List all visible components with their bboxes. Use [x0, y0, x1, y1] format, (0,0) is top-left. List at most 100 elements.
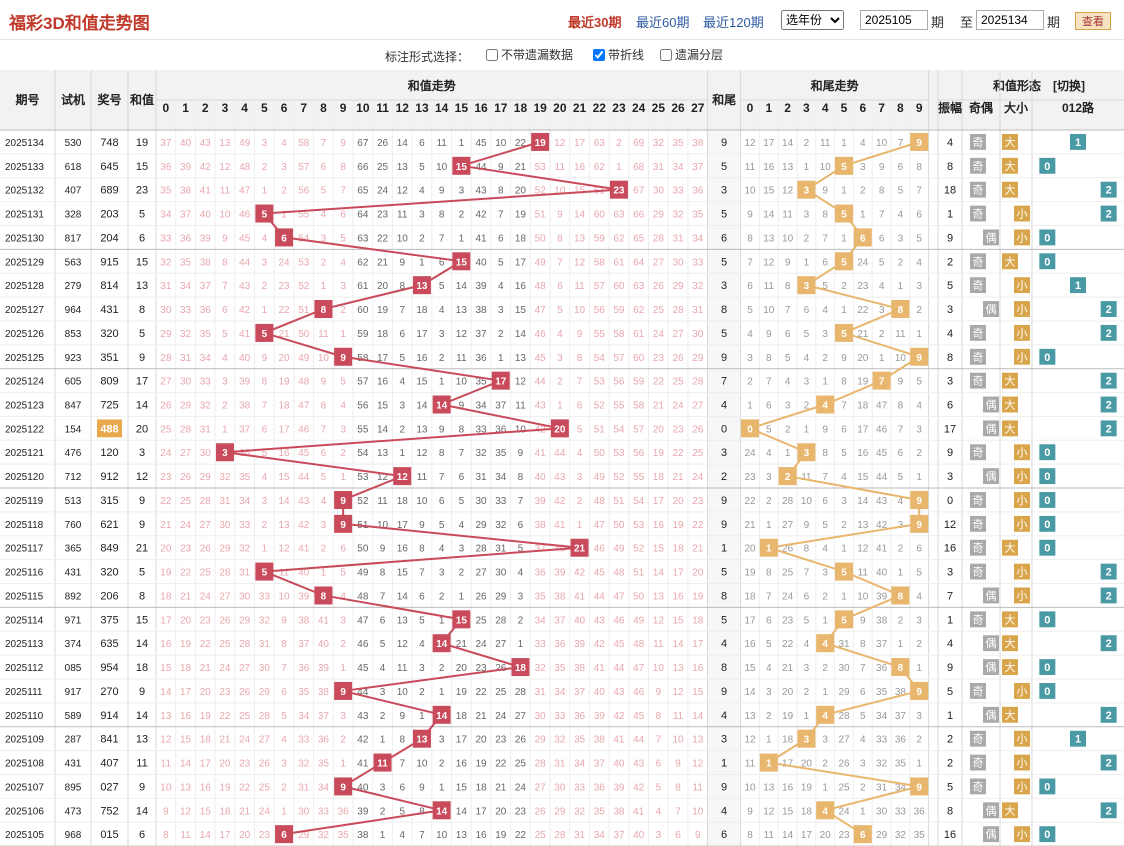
tail-miss: 1: [898, 639, 904, 650]
road-label: 0: [1044, 543, 1050, 555]
sum-miss: 11: [555, 162, 566, 173]
option-layer[interactable]: 遗漏分层: [660, 46, 723, 63]
sum-miss: 11: [673, 711, 684, 722]
sum-miss: 13: [574, 233, 586, 244]
sum-miss: 19: [672, 520, 684, 531]
sum-miss: 8: [340, 162, 346, 173]
tail-miss: 6: [916, 544, 922, 555]
sum-miss: 27: [515, 711, 527, 722]
sum-miss: 15: [416, 377, 428, 388]
road-mark: [1100, 301, 1117, 317]
row-tail: 8: [721, 304, 727, 316]
tail-miss: 10: [744, 186, 756, 197]
table-row: 2025129 563 915 15 532 35 38 8 44 3 24 53 2 4 62 21 9 1 6 4…: [5, 253, 1056, 270]
sum-miss: 38: [298, 615, 310, 626]
sum-miss: 33: [180, 305, 192, 316]
road-label: 2: [1106, 567, 1112, 579]
sum-miss: 2: [340, 305, 346, 316]
sum-miss: 54: [357, 448, 369, 459]
sum-point: [609, 180, 628, 199]
sum-miss: 6: [498, 233, 504, 244]
sum-miss: 15: [377, 401, 389, 412]
size-label: 大: [1005, 803, 1016, 817]
sum-col-label: 1: [182, 101, 189, 115]
sum-miss: 12: [672, 687, 684, 698]
sum-miss: 32: [259, 615, 271, 626]
sum-miss: 11: [318, 329, 329, 340]
range-30-link[interactable]: 最近30期: [568, 15, 622, 30]
sum-miss: 17: [377, 353, 389, 364]
row-sum: 8: [139, 304, 145, 316]
tail-col-bg: [707, 488, 741, 512]
sum-miss: 44: [613, 663, 625, 674]
sum-miss: 43: [475, 186, 487, 197]
tail-point: [910, 514, 929, 533]
sum-miss: 11: [397, 210, 408, 221]
tail-col-bg: [707, 440, 741, 465]
row-tail: 4: [721, 805, 727, 817]
road-label: 0: [1044, 495, 1050, 507]
sum-miss: 35: [574, 735, 586, 746]
sum-point: [432, 801, 451, 820]
sum-miss: 33: [318, 806, 330, 817]
sum-miss: 28: [475, 544, 487, 555]
tail-miss: 2: [804, 687, 810, 698]
tail-miss: 5: [766, 424, 772, 435]
tail-miss: 11: [820, 138, 831, 149]
road-mark: [1100, 181, 1117, 198]
row-trial: 923: [65, 353, 82, 364]
tail-miss: 20: [857, 353, 869, 364]
option-line-checkbox[interactable]: [593, 48, 605, 61]
row-trial: 431: [65, 759, 82, 770]
option-no-miss[interactable]: 不带遗漏数据: [486, 46, 573, 63]
sum-miss: 3: [518, 591, 524, 602]
tail-miss: 46: [876, 424, 888, 435]
sum-miss: 63: [594, 138, 606, 149]
size-label: 小: [1017, 327, 1028, 340]
year-select[interactable]: 选年份: [781, 10, 844, 30]
sum-miss: 8: [439, 448, 445, 459]
sum-miss: 58: [298, 138, 310, 149]
sum-miss: 2: [262, 162, 268, 173]
query-button[interactable]: 查看: [1075, 12, 1111, 30]
period-from-input[interactable]: [860, 10, 928, 30]
tail-miss: 1: [879, 353, 885, 364]
row-period: 2025120: [5, 472, 44, 483]
range-120-link[interactable]: 最近120期: [703, 15, 764, 30]
option-layer-checkbox[interactable]: [660, 48, 672, 61]
row-trial: 407: [65, 186, 82, 197]
row-trial: 374: [65, 639, 82, 650]
sum-col-label: 27: [691, 101, 705, 115]
sum-miss: 1: [380, 830, 386, 841]
sum-miss: 9: [656, 687, 662, 698]
sum-miss: 4: [340, 257, 346, 268]
option-no-miss-checkbox[interactable]: [486, 48, 498, 61]
sum-miss: 2: [340, 639, 346, 650]
sum-miss: 36: [298, 663, 310, 674]
period-to-input[interactable]: [976, 10, 1044, 30]
row-trial: 287: [65, 735, 82, 746]
road-label: 2: [1106, 638, 1112, 650]
range-60-link[interactable]: 最近60期: [636, 15, 690, 30]
sum-miss: 24: [278, 257, 290, 268]
sum-miss: 1: [439, 615, 445, 626]
parity-label: 奇: [973, 613, 984, 626]
tail-miss: 3: [822, 329, 828, 340]
option-line[interactable]: 带折线: [593, 46, 644, 63]
parity-label: 偶: [986, 637, 997, 650]
row-prize: 431: [100, 304, 118, 316]
tail-point-label: 4: [822, 639, 828, 650]
size-label: 大: [1005, 159, 1016, 173]
sum-point: [550, 419, 569, 438]
sum-miss: 12: [692, 759, 704, 770]
parity-mark: [970, 611, 986, 628]
sum-miss: 27: [259, 735, 271, 746]
tail-miss: 3: [747, 353, 753, 364]
size-mark: [1002, 659, 1018, 676]
sum-point-label: 21: [574, 544, 586, 555]
sum-point: [452, 252, 471, 271]
tail-miss: 20: [801, 759, 813, 770]
sum-miss: 1: [419, 257, 425, 268]
sum-miss: 59: [357, 329, 369, 340]
row-prize: 351: [100, 352, 118, 364]
